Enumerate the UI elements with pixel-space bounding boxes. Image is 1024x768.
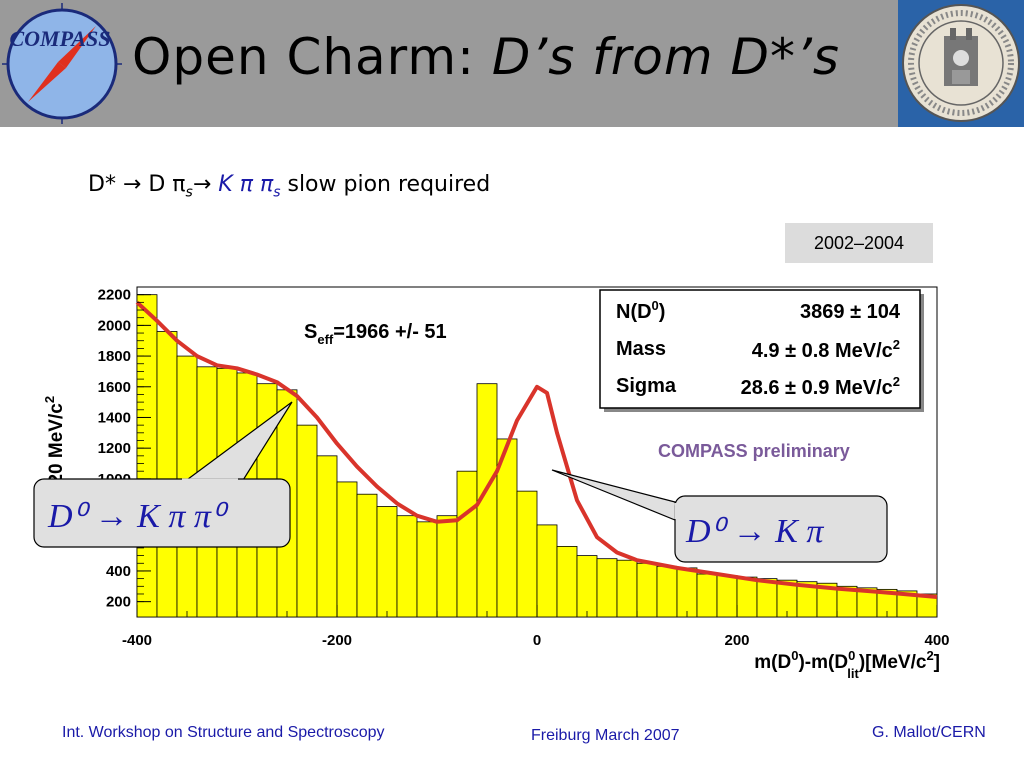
callout-right: D⁰ → K π [551,469,888,563]
university-seal [898,0,1024,127]
stats-row-label: Mass [616,338,666,360]
callout-right-label: D⁰ → K π [685,513,824,550]
histogram-bar [736,576,758,618]
histogram-bar [576,555,598,618]
histogram-bar [336,481,358,618]
decay-arrow: → [192,172,212,197]
x-tick-label: 400 [924,632,949,649]
stats-box: N(D0) 3869 ± 104 Mass 4.9 ± 0.8 MeV/c2 S… [599,289,924,412]
stats-row-value: 28.6 ± 0.9 MeV/c2 [741,374,900,399]
compass-logo-text: COMPASS [9,26,110,51]
decay-chain: K π π [218,172,274,197]
x-tick-label: -200 [322,632,352,649]
stats-row-value: 4.9 ± 0.8 MeV/c2 [752,337,900,362]
footer-left: Int. Workshop on Structure and Spectrosc… [62,724,385,741]
stats-row-label: Sigma [616,375,677,397]
seff-annotation: Seff=1966 +/- 51 [304,321,447,347]
x-tick-label: -400 [122,632,152,649]
histogram-bar [596,558,618,618]
histogram-bar [416,521,438,618]
y-tick-label: 200 [106,594,131,611]
y-tick-label: 1200 [98,440,131,457]
y-axis-label-sup: 2 [42,396,57,403]
compass-rose-icon [2,3,122,124]
x-axis-label: m(D0)-m(D0 lit)[MeV/c2] [754,648,940,681]
histogram-bar [456,470,478,618]
y-tick-label: 1600 [98,379,131,396]
histogram-bar [616,559,638,618]
decay-note: slow pion required [287,172,491,197]
histogram-bar [696,573,718,618]
histogram-bar [656,565,678,618]
title-plain: Open Charm: [132,28,492,86]
histogram-bar [556,545,578,618]
histogram-bar [356,493,378,618]
histogram-bar [756,578,778,618]
callout-left-label: D⁰ → K π π⁰ [47,498,229,535]
x-tick-label: 0 [533,632,541,649]
footer-center: Freiburg March 2007 [531,727,680,744]
histogram-bar [436,515,458,618]
preliminary-label: COMPASS preliminary [658,441,850,461]
decay-prefix-sub: s [185,184,193,201]
stats-row-value: 3869 ± 104 [800,301,901,323]
histogram-bar [516,490,538,618]
histogram-bar [636,562,658,618]
compass-logo: COMPASS [2,3,122,124]
y-tick-label: 1400 [98,409,131,426]
footer-right: G. Mallot/CERN [872,724,986,741]
histogram-bar [536,524,558,618]
decay-description: D* → D πs→ K π πs slow pion required [88,172,490,200]
y-tick-label: 1800 [98,348,131,365]
histogram-bar [716,575,738,618]
y-tick-label: 2000 [98,317,131,334]
histogram-bar [376,506,398,618]
decay-chain-sub: s [273,184,281,201]
histogram-bar [396,515,418,618]
histogram-bar [296,424,318,618]
stats-row-label: N(D0) [616,298,665,323]
histogram-bar [316,455,338,618]
period-badge: 2002–2004 [785,223,933,263]
histogram-bar [676,567,698,618]
fit-curve [135,300,938,599]
x-axis-ticks: -400 -200 0 200 400 [122,605,950,649]
slide-title: Open Charm: D’s from D*’s [132,28,840,86]
histogram-bars [136,294,938,618]
title-bar [0,0,1024,127]
y-tick-label: 2200 [98,287,131,304]
callout-left: D⁰ → K π π⁰ [33,401,293,548]
decay-prefix: D* → D π [88,172,186,197]
y-tick-label: 400 [106,563,131,580]
histogram-bar [156,331,178,618]
title-italic: D’s from D*’s [491,28,840,86]
x-tick-label: 200 [724,632,749,649]
